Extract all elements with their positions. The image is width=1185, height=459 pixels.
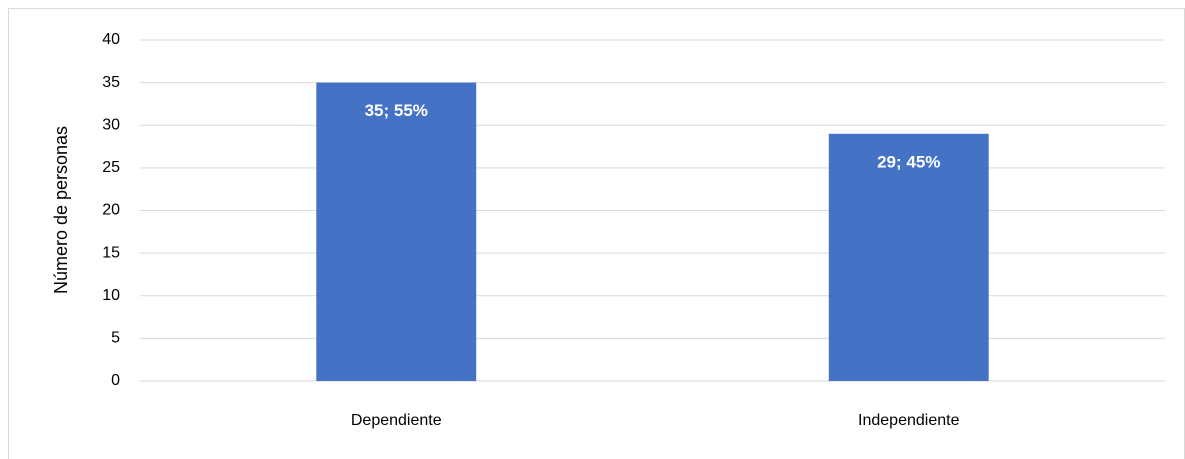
value-label: 29; 45% xyxy=(877,152,940,171)
y-tick-label: 40 xyxy=(102,31,120,48)
y-axis-label: Número de personas xyxy=(51,126,71,294)
y-tick-label: 35 xyxy=(102,74,120,91)
y-tick-label: 20 xyxy=(102,202,120,219)
y-tick-label: 0 xyxy=(111,372,120,389)
y-tick-label: 15 xyxy=(102,244,120,261)
y-tick-label: 30 xyxy=(102,116,120,133)
y-tick-label: 10 xyxy=(102,287,120,304)
chart-border xyxy=(8,8,1185,459)
y-tick-label: 5 xyxy=(111,330,120,347)
bar xyxy=(316,82,477,381)
x-tick-label: Dependiente xyxy=(351,412,442,429)
y-tick-label: 25 xyxy=(102,159,120,176)
x-tick-label: Independiente xyxy=(858,412,960,429)
value-label: 35; 55% xyxy=(365,101,428,120)
bar xyxy=(828,133,989,381)
